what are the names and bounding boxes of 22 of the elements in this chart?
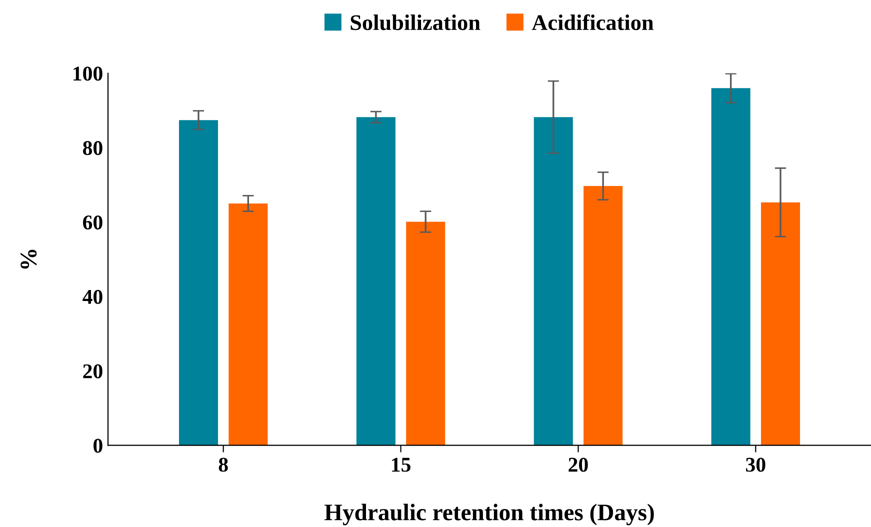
y-tick-label: 80 — [83, 141, 102, 156]
y-tick-label: 60 — [83, 215, 102, 230]
y-tick-label: 20 — [83, 364, 102, 378]
y-tick-label: 100 — [74, 66, 102, 81]
bar — [760, 202, 800, 446]
bar — [534, 117, 573, 446]
x-axis-title: Hydraulic retention times (Days) — [324, 504, 654, 526]
x-tick-label: 15 — [392, 458, 410, 472]
legend-label: Acidification — [532, 14, 654, 30]
bar — [356, 117, 396, 446]
bar — [178, 120, 218, 446]
bar — [228, 203, 268, 446]
bar — [711, 88, 750, 446]
y-tick-label: 0 — [94, 438, 102, 453]
bar — [406, 222, 446, 446]
legend-label: Solubilization — [350, 14, 480, 30]
x-tick-label: 8 — [218, 458, 228, 472]
x-tick-label: 20 — [568, 458, 588, 472]
x-tick-label: 30 — [746, 458, 766, 472]
bar — [584, 186, 623, 446]
y-axis-title: % — [20, 250, 37, 269]
y-tick-label: 40 — [82, 290, 102, 304]
